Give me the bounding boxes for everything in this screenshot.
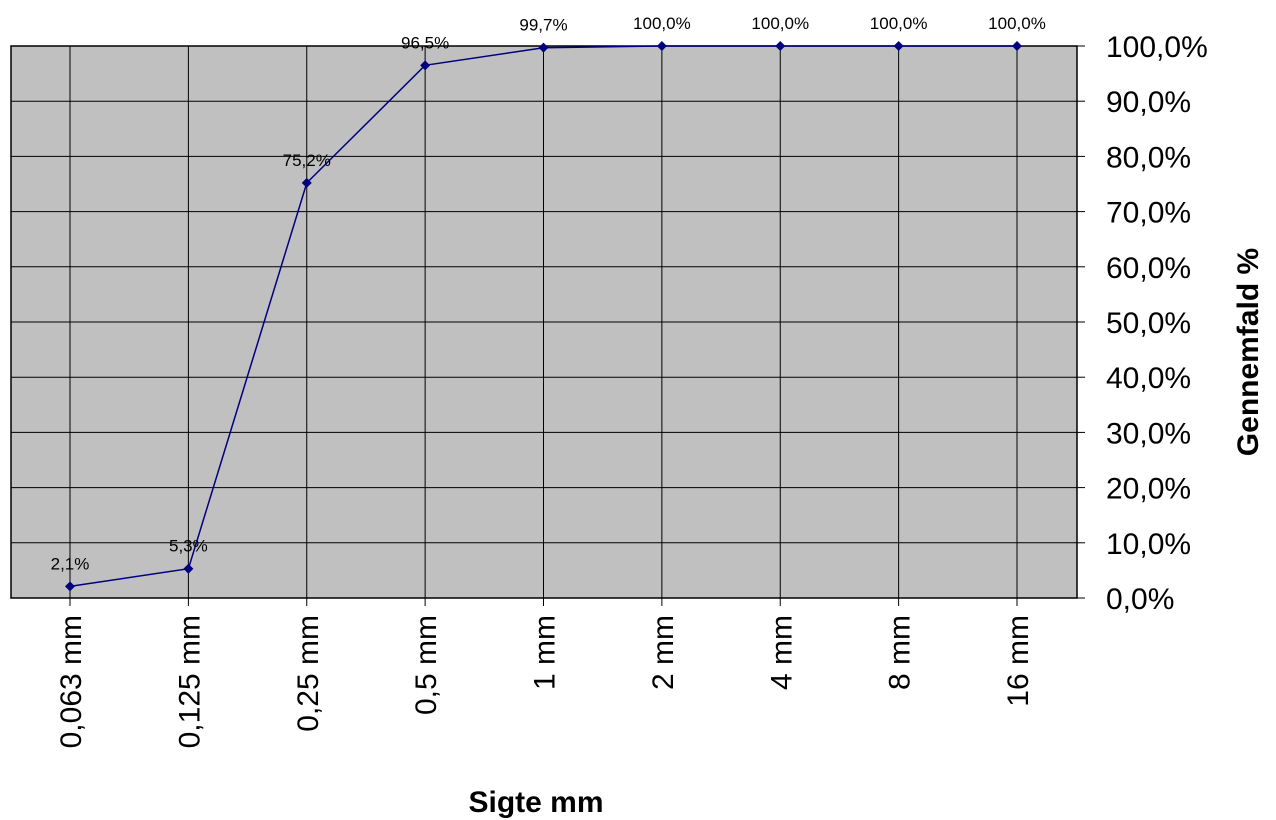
x-tick-label: 4 mm (765, 615, 798, 690)
x-tick-label: 16 mm (1002, 615, 1035, 707)
x-tick-label: 0,063 mm (55, 615, 88, 748)
data-point (1012, 41, 1022, 51)
y-tick-label: 100,0% (1106, 31, 1208, 64)
x-tick-label: 1 mm (529, 615, 562, 690)
y-tick-label: 70,0% (1106, 197, 1191, 230)
data-point (301, 177, 312, 188)
x-tick-label: 8 mm (884, 615, 917, 690)
data-labels: 2,1% 5,3% 75,2% 96,5% 99,7% 100,0% 100,0% 100,0… (51, 14, 1046, 573)
y-tick-label: 20,0% (1106, 473, 1191, 506)
x-tick-labels: 0,063 mm 0,125 mm 0,25 mm 0,5 mm 1 mm 2 mm 4 m… (55, 615, 1035, 748)
x-tick-label: 0,5 mm (410, 615, 443, 715)
y-tick-label: 90,0% (1106, 86, 1191, 119)
data-point (656, 41, 667, 51)
data-point (538, 42, 549, 53)
data-label: 75,2% (283, 151, 331, 170)
data-point (893, 41, 904, 51)
x-tick-label: 0,125 mm (173, 615, 206, 748)
data-label: 100,0% (988, 14, 1046, 33)
y-tick-labels: 0,0% 10,0% 20,0% 30,0% 40,0% 50,0% 60,0% 70,0% 8… (1106, 31, 1208, 616)
data-label: 96,5% (401, 33, 449, 52)
y-tick-label: 80,0% (1106, 141, 1191, 174)
x-tick-label: 2 mm (647, 615, 680, 690)
y-tick-label: 10,0% (1106, 528, 1191, 561)
y-tick-label: 50,0% (1106, 307, 1191, 340)
y-axis-title: Gennemfald % (1232, 248, 1265, 456)
data-point (420, 60, 431, 71)
data-point (65, 581, 75, 592)
data-point (183, 563, 194, 574)
data-label: 100,0% (870, 14, 928, 33)
data-label: 2,1% (51, 554, 90, 573)
data-points (65, 41, 1022, 592)
data-label: 5,3% (169, 537, 208, 556)
y-tick-label: 30,0% (1106, 417, 1191, 450)
data-label: 100,0% (751, 14, 809, 33)
data-label: 100,0% (633, 14, 691, 33)
x-tick-label: 0,25 mm (292, 615, 325, 732)
data-label: 99,7% (519, 16, 567, 35)
y-tick-label: 40,0% (1106, 362, 1191, 395)
axis-ticks (69, 45, 1085, 606)
data-point (775, 41, 786, 51)
x-axis-title: Sigte mm (468, 786, 603, 819)
vertical-gridlines (69, 46, 1018, 598)
y-tick-label: 60,0% (1106, 252, 1191, 285)
y-tick-label: 0,0% (1106, 583, 1174, 616)
